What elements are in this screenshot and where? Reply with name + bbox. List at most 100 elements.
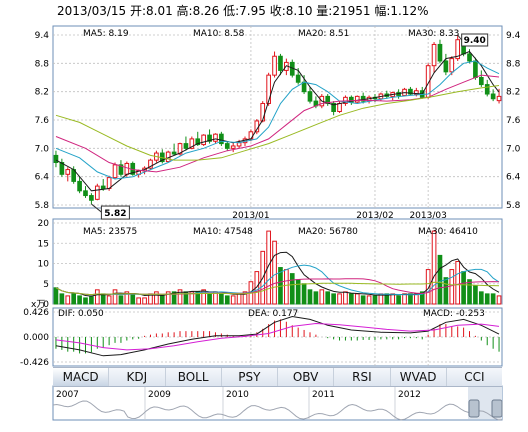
volume-bar xyxy=(307,289,313,305)
candle-body xyxy=(301,81,307,93)
tab-rsi[interactable]: RSI xyxy=(334,368,391,386)
volume-y-tick: 20 xyxy=(38,219,50,229)
volume-bar xyxy=(414,293,419,305)
volume-y-tick: 5 xyxy=(43,280,49,290)
volume-bar xyxy=(343,291,348,305)
candle-body xyxy=(478,77,484,86)
volume-y-tick: 15 xyxy=(38,239,49,249)
candle-body xyxy=(473,60,478,78)
price-y-tick-right: 8.2 xyxy=(506,88,520,98)
volume-ma30-line xyxy=(55,281,500,296)
volume-bar xyxy=(490,293,496,305)
volume-bar xyxy=(408,293,413,305)
volume-bar xyxy=(106,295,112,305)
ma-line-ma20 xyxy=(55,74,500,173)
volume-bar xyxy=(313,291,319,305)
volume-bar xyxy=(53,287,59,305)
volume-bar xyxy=(496,295,502,305)
volume-bar xyxy=(331,293,336,305)
candle-body xyxy=(100,185,106,189)
volume-bar xyxy=(443,277,449,305)
volume-bar xyxy=(431,230,437,305)
overview-year-label: 2009 xyxy=(148,390,171,400)
volume-bar xyxy=(319,289,325,305)
volume-bar xyxy=(360,295,366,305)
candle-body xyxy=(189,138,195,149)
tab-psy[interactable]: PSY xyxy=(222,368,278,386)
candle-body xyxy=(455,39,461,60)
candle-body xyxy=(431,43,437,67)
price-y-tick-left: 9.4 xyxy=(35,31,50,41)
candle-body xyxy=(83,190,88,197)
volume-bar xyxy=(136,297,141,305)
volume-bar xyxy=(207,293,212,305)
tab-cci[interactable]: CCI xyxy=(464,370,485,384)
candle-body xyxy=(219,133,224,145)
macd-y-tick: -0.426 xyxy=(20,358,49,368)
price-y-tick-right: 5.8 xyxy=(506,201,521,211)
volume-bar xyxy=(449,269,455,305)
volume-bar xyxy=(478,291,484,305)
volume-bar xyxy=(396,295,401,305)
low-marker-pointer xyxy=(91,203,102,213)
candle-body xyxy=(213,133,218,142)
candle-body xyxy=(65,169,71,175)
low-marker-box xyxy=(100,205,130,220)
candle-body xyxy=(112,164,118,179)
candle-body xyxy=(496,95,502,102)
candle-body xyxy=(207,134,212,142)
volume-bar xyxy=(142,297,147,305)
volume-bar xyxy=(266,230,271,305)
macd-y-tick: 0.426 xyxy=(23,308,49,318)
candle-body xyxy=(195,138,201,146)
volume-bar xyxy=(473,285,478,305)
candle-body xyxy=(307,91,313,102)
price-y-tick-right: 9.4 xyxy=(506,31,521,41)
candle-body xyxy=(183,143,189,149)
macd-dif-line xyxy=(55,315,500,357)
macd-y-tick: 0.000 xyxy=(23,333,49,343)
overview-year-label: 2010 xyxy=(226,390,249,400)
price-legend-2: MA20: 8.51 xyxy=(298,29,349,39)
volume-bar xyxy=(402,293,407,305)
tab-obv[interactable]: OBV xyxy=(278,368,335,386)
price-y-tick-right: 8.8 xyxy=(506,59,521,69)
volume-bar xyxy=(349,293,354,305)
high-marker-pointer xyxy=(457,34,463,41)
volume-bar xyxy=(71,293,77,305)
volume-bar xyxy=(354,293,360,305)
price-y-tick-left: 7.6 xyxy=(35,116,50,126)
candle-body xyxy=(94,185,100,200)
volume-bar xyxy=(254,271,260,305)
candle-body xyxy=(171,151,177,155)
tab-kdj[interactable]: KDJ xyxy=(109,368,166,386)
candle-body xyxy=(331,102,336,112)
tab-wvad[interactable]: WVAD xyxy=(391,368,447,386)
volume-legend-0: MA5: 23575 xyxy=(83,227,137,237)
candle-body xyxy=(266,74,271,104)
indicator-tabs: MACD KDJ BOLL PSY OBV RSI WVAD CCI xyxy=(53,367,502,387)
volume-unit-label: x万 xyxy=(31,300,45,310)
candle-body xyxy=(201,134,206,146)
tab-macd[interactable]: MACD xyxy=(53,368,110,386)
candle-body xyxy=(118,164,124,175)
candle-body xyxy=(443,60,449,73)
volume-bar xyxy=(425,269,431,305)
price-y-tick-left: 8.2 xyxy=(35,88,49,98)
volume-bar xyxy=(130,293,136,305)
volume-bar xyxy=(289,273,295,305)
price-legend-1: MA10: 8.58 xyxy=(193,29,245,39)
volume-bar xyxy=(461,271,466,305)
price-legend-0: MA5: 8.19 xyxy=(83,29,129,39)
candle-body xyxy=(148,159,153,169)
volume-y-tick: 0 xyxy=(43,300,49,310)
overview-handle-right xyxy=(491,399,503,418)
overview-year-label: 2007 xyxy=(56,390,79,400)
macd-legend-1: DEA: 0.177 xyxy=(248,309,298,319)
volume-legend-3: MA30: 46410 xyxy=(418,227,478,237)
tab-boll[interactable]: BOLL xyxy=(166,368,222,386)
overview-handle-left xyxy=(468,399,480,418)
candle-body xyxy=(490,93,496,100)
macd-legend-0: DIF: 0.050 xyxy=(58,309,104,319)
